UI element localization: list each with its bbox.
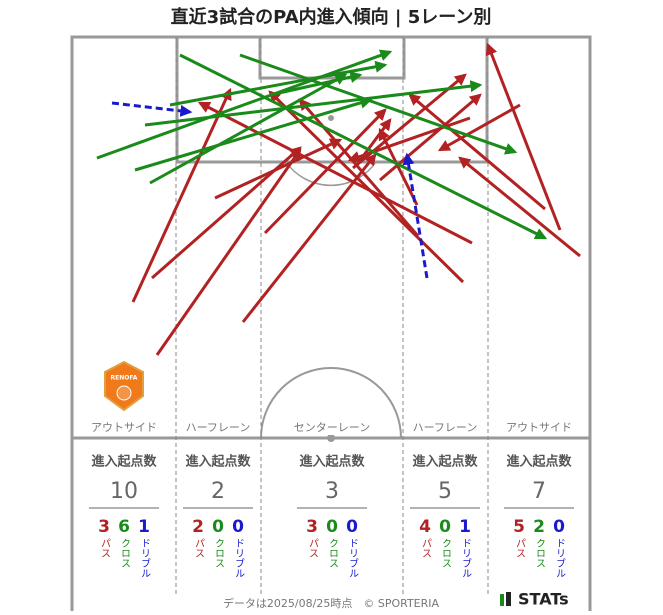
- count-value: 5: [513, 517, 525, 537]
- center-spot: [327, 434, 335, 442]
- count-label: ドリブル: [347, 538, 359, 578]
- stat-total: 7: [532, 479, 546, 504]
- count-label: クロス: [440, 538, 451, 568]
- stat-total: 10: [110, 479, 138, 504]
- penalty-spot: [328, 115, 334, 121]
- stat-heading: 進入起点数: [299, 454, 365, 470]
- count-value: 0: [232, 517, 244, 537]
- count-value: 0: [326, 517, 338, 537]
- count-label: パス: [307, 538, 319, 558]
- stat-total: 2: [211, 479, 225, 504]
- lane-name: センターレーン: [294, 421, 370, 434]
- lane-name: アウトサイド: [506, 421, 572, 434]
- count-label: クロス: [119, 538, 130, 568]
- stat-heading: 進入起点数: [91, 454, 157, 470]
- lane-name: アウトサイド: [91, 421, 157, 434]
- stat-total: 5: [438, 479, 452, 504]
- stat-heading: 進入起点数: [412, 454, 478, 470]
- count-label: パス: [193, 538, 205, 558]
- lane-stats: アウトサイド進入起点数103パス6クロス1ドリブルハーフレーン進入起点数22パス…: [86, 421, 577, 578]
- club-badge: RENOFA: [105, 362, 143, 410]
- footer: データは2025/08/25時点 © SPORTERIA: [223, 596, 440, 610]
- count-value: 3: [98, 517, 110, 537]
- count-label: ドリブル: [233, 538, 245, 578]
- lane-name: ハーフレーン: [413, 421, 478, 434]
- arrow: [488, 45, 560, 230]
- count-value: 3: [306, 517, 318, 537]
- arrow: [460, 158, 580, 256]
- count-label: パス: [420, 538, 432, 558]
- count-value: 2: [533, 517, 545, 537]
- count-label: クロス: [213, 538, 224, 568]
- stat-total: 3: [325, 479, 339, 504]
- count-value: 1: [138, 517, 150, 537]
- count-label: ドリブル: [460, 538, 472, 578]
- arrow: [380, 130, 417, 205]
- arrow: [440, 105, 520, 150]
- stat-heading: 進入起点数: [185, 454, 251, 470]
- count-value: 2: [192, 517, 204, 537]
- count-value: 4: [419, 517, 431, 537]
- logo: STATs: [500, 590, 569, 609]
- count-value: 0: [553, 517, 565, 537]
- count-label: ドリブル: [139, 538, 151, 578]
- count-value: 6: [118, 517, 130, 537]
- arrow: [180, 55, 545, 238]
- count-label: パス: [99, 538, 111, 558]
- count-value: 1: [459, 517, 471, 537]
- arrow: [157, 150, 300, 355]
- count-value: 0: [212, 517, 224, 537]
- count-label: ドリブル: [554, 538, 566, 578]
- badge-text: RENOFA: [111, 375, 138, 382]
- count-label: パス: [514, 538, 526, 558]
- lane-name: ハーフレーン: [186, 421, 251, 434]
- count-label: クロス: [327, 538, 338, 568]
- count-label: クロス: [534, 538, 545, 568]
- count-value: 0: [346, 517, 358, 537]
- title: 直近3試合のPA内進入傾向 | 5レーン別: [171, 6, 492, 28]
- count-value: 0: [439, 517, 451, 537]
- logo-text: STATs: [518, 590, 569, 609]
- entry-arrows: [97, 45, 580, 355]
- stat-heading: 進入起点数: [506, 454, 572, 470]
- arrow: [410, 95, 545, 209]
